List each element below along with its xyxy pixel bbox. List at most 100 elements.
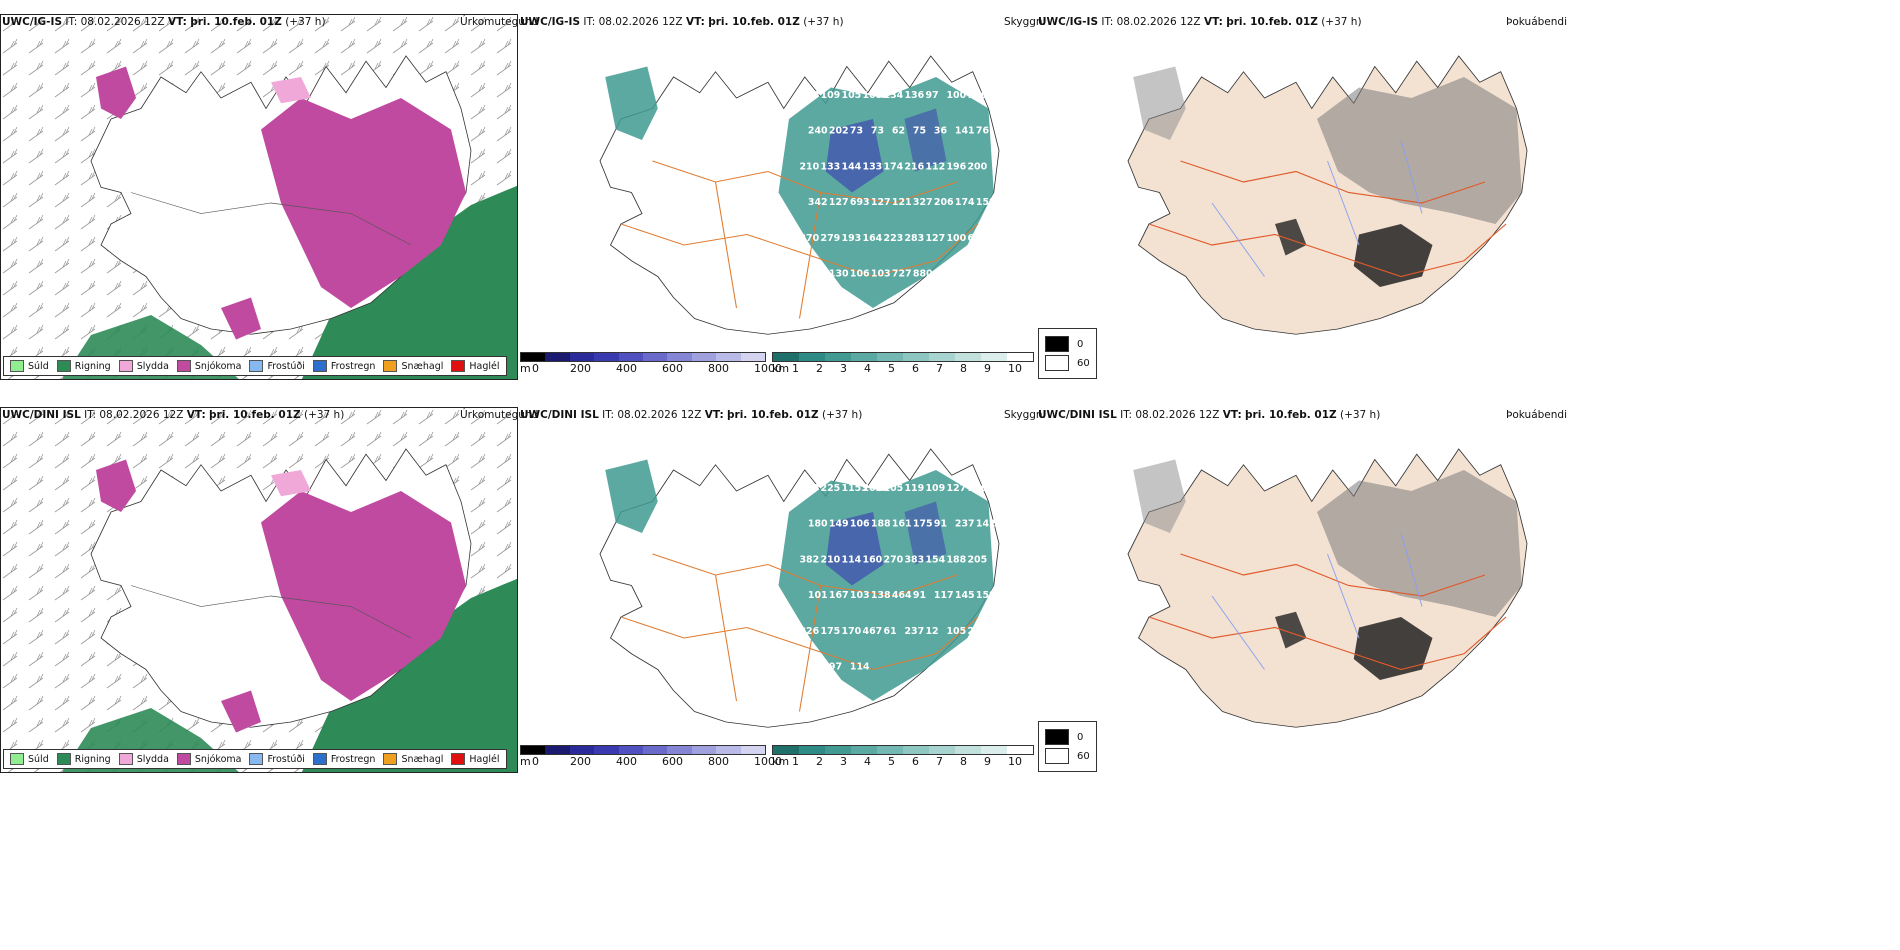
colorbar-segment — [929, 746, 955, 754]
legend-item: Snjókoma — [176, 360, 242, 372]
height-colorbar-bar — [520, 352, 766, 362]
colorbar-segment — [545, 353, 570, 361]
point-label: 61 — [968, 233, 981, 244]
point-label: 127 — [829, 197, 849, 208]
legend-swatch — [383, 360, 398, 372]
valid-time-label: VT: — [186, 409, 206, 421]
colorbar-tick: 400 — [616, 362, 637, 375]
point-label: 170 — [842, 626, 862, 637]
height-colorbar-ticks: m 0 200 400 600 800 1000 — [520, 362, 782, 376]
colorbar-tick: 8 — [960, 362, 967, 375]
point-label: 106 — [850, 269, 870, 280]
legend-label: Súld — [28, 753, 49, 765]
legend-swatch — [249, 360, 264, 372]
legend-item: Slydda — [118, 753, 169, 765]
valid-time-label: VT: — [167, 16, 187, 28]
colorbar-tick: 10 — [1008, 362, 1022, 375]
point-label: 159 — [976, 590, 996, 601]
fog-legend-label: 0 — [1077, 731, 1084, 743]
point-label: 237 — [905, 626, 925, 637]
lead-time: (+37 h) — [285, 16, 326, 28]
valid-time: þri. 10.feb. 01Z — [708, 16, 800, 28]
point-label: 464 — [892, 590, 912, 601]
valid-time: þri. 10.feb. 01Z — [1245, 409, 1337, 421]
height-colorbar: m 0 200 400 600 800 1000 — [520, 352, 782, 376]
colorbar-tick: 1000 — [754, 755, 782, 768]
point-label: 101 — [808, 590, 828, 601]
point-label: 154 — [926, 554, 946, 565]
colorbar-segment — [981, 746, 1007, 754]
point-label: 196 — [947, 161, 967, 172]
colorbar-tick: 800 — [708, 362, 729, 375]
point-label: 145 — [955, 590, 975, 601]
colorbar-tick: 8 — [960, 755, 967, 768]
point-label: 283 — [905, 233, 925, 244]
point-label: 164 — [863, 233, 883, 244]
valid-time: þri. 10.feb. 01Z — [209, 409, 301, 421]
point-label: 91 — [934, 519, 947, 530]
colorbar-tick: 7 — [936, 755, 943, 768]
colorbar-segment — [773, 746, 799, 754]
legend-item: Rigning — [56, 360, 111, 372]
point-label: 106 — [808, 269, 828, 280]
colorbar-tick: 400 — [616, 755, 637, 768]
visibility-map: 169 225 1153 202 105 119 109 127 166 180 149 106 188… — [518, 423, 1036, 743]
model-name: UWC/DINI ISL — [520, 409, 599, 421]
point-label: 76 — [976, 126, 990, 137]
fog-legend-swatch — [1045, 355, 1069, 371]
visibility-colorbar: km 1 2 3 4 5 6 7 8 9 10 — [772, 745, 1034, 769]
legend-label: Rigning — [74, 360, 111, 372]
colorbar-tick: 3 — [840, 362, 847, 375]
height-colorbar: m 0 200 400 600 800 1000 — [520, 745, 782, 769]
valid-time: þri. 10.feb. 01Z — [727, 409, 819, 421]
point-label: 91 — [913, 590, 926, 601]
colorbar-tick: 0 — [532, 362, 539, 375]
visibility-colorbar-bar — [772, 352, 1034, 362]
point-label: 121 — [892, 197, 912, 208]
model-name: UWC/IG-IS — [520, 16, 581, 28]
visibility-unit: km — [772, 362, 790, 375]
precip-map-canvas — [1, 15, 517, 379]
panel-title: Skyggni — [1004, 16, 1046, 28]
colorbar-segment — [799, 353, 825, 361]
legend-swatch — [176, 360, 191, 372]
point-label: 223 — [884, 233, 904, 244]
colorbar-segment — [594, 353, 619, 361]
point-label: 216 — [905, 161, 925, 172]
point-label: 256 — [968, 626, 988, 637]
legend-label: Snæhagl — [401, 360, 444, 372]
fog-legend-label: 60 — [1077, 357, 1090, 369]
point-label: 279 — [821, 233, 841, 244]
lead-time: (+37 h) — [1339, 409, 1381, 421]
model-name: UWC/IG-IS — [2, 16, 63, 28]
height-colorbar-bar — [520, 745, 766, 755]
colorbar-tick: 0 — [532, 755, 539, 768]
valid-time-label: VT: — [1203, 16, 1223, 28]
fog-map — [1066, 423, 1554, 743]
legend-label: Haglél — [469, 360, 500, 372]
colorbar-segment — [955, 746, 981, 754]
legend-label: Haglél — [469, 753, 500, 765]
point-label: 383 — [905, 554, 925, 565]
colorbar-segment — [773, 353, 799, 361]
colorbar-segment — [569, 353, 595, 361]
legend-label: Rigning — [74, 753, 111, 765]
legend-item: Súld — [10, 360, 49, 372]
colorbar-segment — [903, 746, 929, 754]
point-label: 880 — [913, 269, 933, 280]
point-label: 12 — [926, 626, 939, 637]
legend-label: Snjókoma — [194, 360, 242, 372]
fog-legend-row: 60 — [1045, 355, 1090, 371]
legend-item: Slydda — [118, 360, 169, 372]
point-label: 141 — [955, 126, 975, 137]
colorbar-tick: 5 — [888, 362, 895, 375]
colorbar-segment — [521, 746, 546, 754]
fog-legend-swatch — [1045, 729, 1069, 745]
point-label: 103 — [871, 269, 891, 280]
colorbar-tick: 2 — [816, 362, 823, 375]
point-label: 114 — [850, 662, 870, 673]
legend-item: Snæhagl — [383, 360, 443, 372]
init-time-label: IT: — [84, 409, 97, 421]
colorbar-tick: 200 — [570, 755, 591, 768]
init-time: 08.02.2026 12Z — [598, 16, 683, 28]
